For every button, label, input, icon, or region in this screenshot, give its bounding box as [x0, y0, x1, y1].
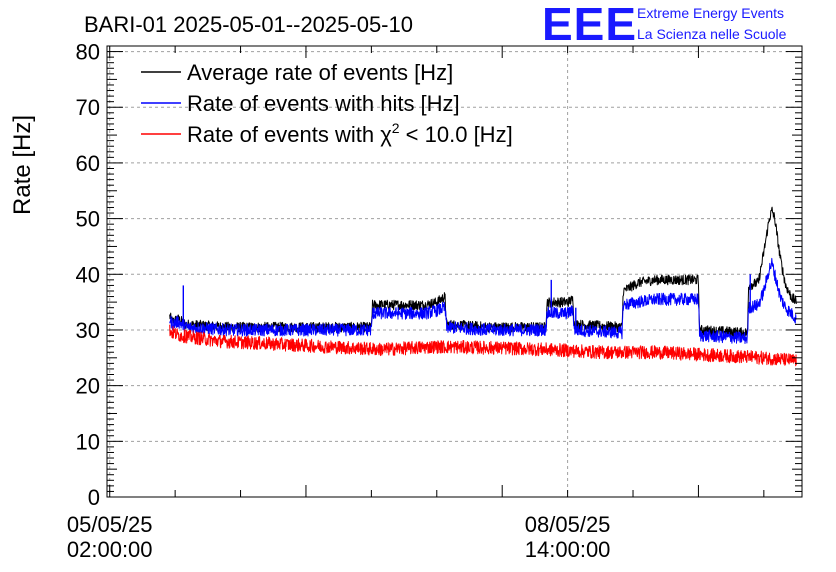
y-tick-label-70: 70 — [76, 95, 100, 120]
logo-line1: Extreme Energy Events — [637, 5, 784, 21]
x-tick-label-time-84: 14:00:00 — [525, 537, 611, 562]
y-axis-ticks: 0 10 20 30 40 50 60 70 80 — [76, 40, 802, 510]
chart-title: BARI-01 2025-05-01--2025-05-10 — [84, 12, 413, 37]
legend: Average rate of events [Hz] Rate of even… — [141, 60, 513, 147]
y-axis-label: Rate [Hz] — [9, 115, 36, 215]
eee-logo: EEE Extreme Energy Events La Scienza nel… — [542, 0, 787, 50]
legend-entry-chi2: Rate of events with χ2 < 10.0 [Hz] — [187, 120, 513, 147]
y-tick-label-10: 10 — [76, 429, 100, 454]
y-tick-label-30: 30 — [76, 318, 100, 343]
legend-chi2-prefix: Rate of events with χ — [187, 122, 392, 147]
legend-chi2-superscript: 2 — [392, 120, 400, 136]
legend-entry-hits: Rate of events with hits [Hz] — [187, 91, 460, 116]
series-line-1 — [169, 257, 797, 344]
logo-letters: EEE — [542, 0, 637, 50]
legend-entry-average: Average rate of events [Hz] — [187, 60, 453, 85]
series-layer — [169, 206, 797, 367]
y-tick-label-50: 50 — [76, 207, 100, 232]
x-tick-label-date-84: 08/05/25 — [525, 512, 611, 537]
y-tick-label-80: 80 — [76, 40, 100, 65]
x-tick-label-date-0: 05/05/25 — [67, 512, 153, 537]
series-line-0 — [169, 206, 797, 338]
plot-border — [106, 45, 803, 498]
y-tick-label-20: 20 — [76, 374, 100, 399]
legend-chi2-suffix: < 10.0 [Hz] — [400, 122, 513, 147]
series-line-2 — [169, 324, 797, 367]
plot-frame — [106, 45, 803, 498]
x-tick-label-time-0: 02:00:00 — [67, 537, 153, 562]
y-tick-label-60: 60 — [76, 151, 100, 176]
logo-line2: La Scienza nelle Scuole — [637, 26, 787, 42]
y-tick-label-0: 0 — [88, 485, 100, 510]
y-tick-label-40: 40 — [76, 262, 100, 287]
